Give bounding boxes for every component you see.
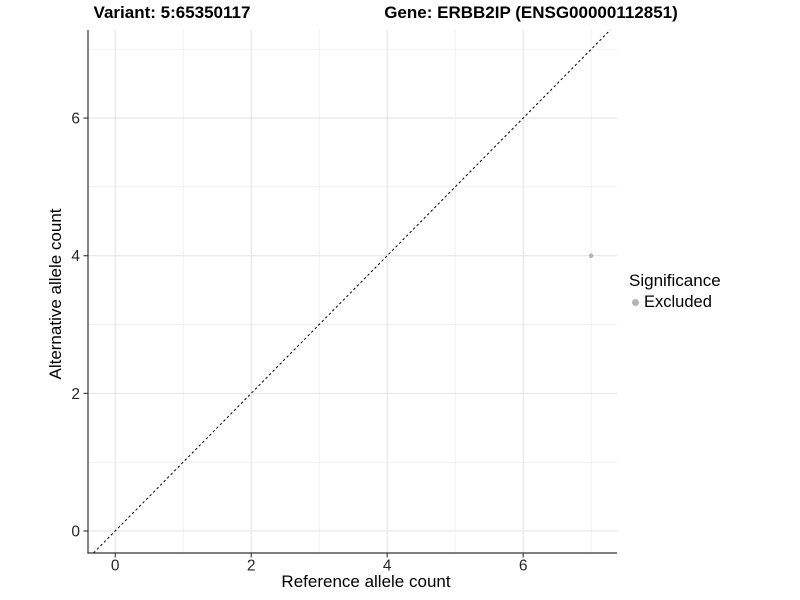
x-tick-label: 4 [383, 558, 392, 575]
identity-reference-line [93, 29, 611, 554]
y-axis-title: Alternative allele count [46, 208, 65, 380]
x-tick-label: 6 [519, 558, 528, 575]
legend: Significance Excluded [629, 271, 721, 312]
legend-point-icon [632, 299, 639, 306]
legend-item-excluded: Excluded [629, 293, 721, 312]
x-axis-title: Reference allele count [281, 572, 451, 591]
y-tick-label: 4 [71, 248, 80, 265]
plot-title-gene: Gene: ERBB2IP (ENSG00000112851) [384, 3, 678, 22]
plot-title-variant: Variant: 5:65350117 [93, 3, 251, 22]
legend-title: Significance [629, 271, 721, 290]
y-tick-label: 6 [71, 111, 80, 128]
legend-item-label: Excluded [644, 293, 712, 311]
x-tick-label: 2 [247, 558, 256, 575]
x-tick-label: 0 [111, 558, 120, 575]
data-point [588, 253, 594, 259]
y-tick-label: 2 [71, 386, 80, 403]
y-tick-label: 0 [71, 523, 80, 540]
